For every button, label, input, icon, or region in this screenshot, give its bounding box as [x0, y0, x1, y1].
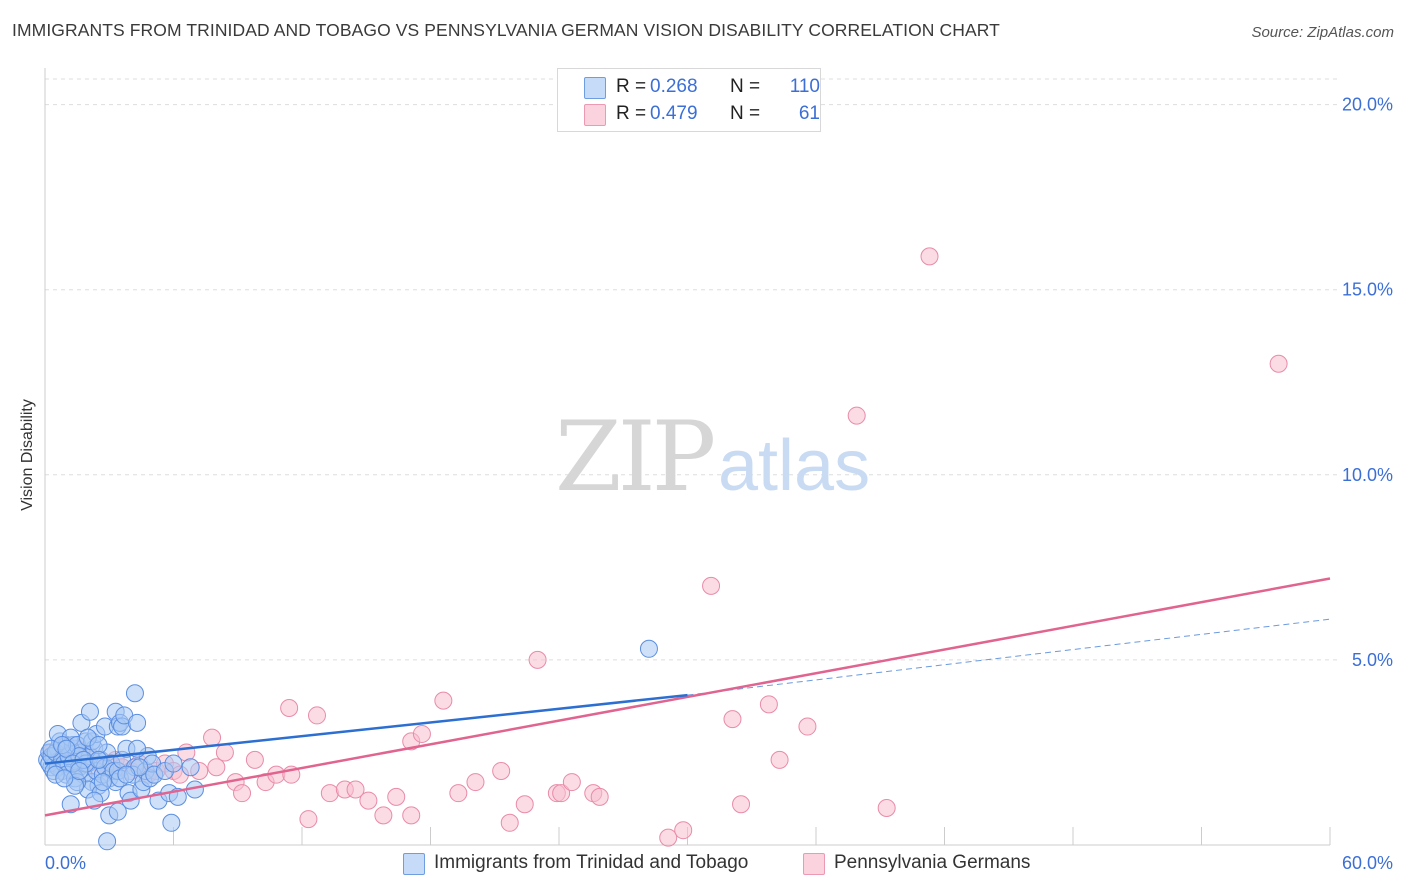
data-point-trinidad-tobago — [162, 813, 181, 832]
y-axis-label: Vision Disability — [19, 399, 36, 511]
data-point-pennsylvania-germans — [920, 247, 939, 266]
data-point-pennsylvania-germans — [412, 724, 431, 743]
data-point-trinidad-tobago — [55, 769, 74, 788]
data-point-pennsylvania-germans — [1269, 354, 1288, 373]
data-point-pennsylvania-germans — [346, 780, 365, 799]
data-point-trinidad-tobago — [61, 795, 80, 814]
data-point-pennsylvania-germans — [528, 650, 547, 669]
x-tick-label: 0.0% — [45, 853, 86, 873]
data-point-pennsylvania-germans — [307, 706, 326, 725]
data-point-pennsylvania-germans — [552, 784, 571, 803]
data-point-pennsylvania-germans — [759, 695, 778, 714]
data-point-pennsylvania-germans — [723, 710, 742, 729]
data-point-pennsylvania-germans — [500, 813, 519, 832]
y-tick-label: 20.0% — [1342, 95, 1393, 115]
y-tick-label: 10.0% — [1342, 465, 1393, 485]
y-tick-label: 5.0% — [1352, 650, 1393, 670]
data-point-pennsylvania-germans — [515, 795, 534, 814]
data-point-trinidad-tobago — [98, 832, 117, 851]
data-point-trinidad-tobago — [128, 713, 147, 732]
data-point-pennsylvania-germans — [203, 728, 222, 747]
data-point-trinidad-tobago — [125, 684, 144, 703]
data-point-trinidad-tobago — [117, 765, 136, 784]
data-point-pennsylvania-germans — [299, 810, 318, 829]
data-point-pennsylvania-germans — [207, 758, 226, 777]
data-point-pennsylvania-germans — [402, 806, 421, 825]
data-point-pennsylvania-germans — [732, 795, 751, 814]
trendline-blue — [44, 693, 688, 765]
data-point-pennsylvania-germans — [374, 806, 393, 825]
data-point-trinidad-tobago — [108, 802, 127, 821]
legend-n-label: N = — [730, 76, 761, 97]
data-point-pennsylvania-germans — [215, 743, 234, 762]
legend-swatch-blue — [584, 77, 606, 99]
data-point-trinidad-tobago — [164, 754, 183, 773]
data-point-trinidad-tobago — [93, 773, 112, 792]
data-point-pennsylvania-germans — [659, 828, 678, 847]
watermark-atlas: atlas — [718, 426, 870, 506]
data-point-pennsylvania-germans — [245, 750, 264, 769]
data-point-pennsylvania-germans — [320, 784, 339, 803]
x-tick-label: 60.0% — [1342, 853, 1393, 873]
data-point-pennsylvania-germans — [359, 791, 378, 810]
data-point-pennsylvania-germans — [280, 699, 299, 718]
legend-r-value: 0.268 — [650, 76, 698, 97]
correlation-legend: R = 0.268 N = 110 R = 0.479 N = 61 — [557, 68, 821, 132]
data-point-pennsylvania-germans — [492, 761, 511, 780]
data-point-pennsylvania-germans — [449, 784, 468, 803]
data-point-pennsylvania-germans — [387, 787, 406, 806]
legend-r-label: R = — [616, 103, 647, 124]
data-point-pennsylvania-germans — [798, 717, 817, 736]
legend-swatch-pink — [584, 104, 606, 126]
data-point-trinidad-tobago — [639, 639, 658, 658]
data-point-pennsylvania-germans — [674, 821, 693, 840]
data-point-pennsylvania-germans — [877, 798, 896, 817]
data-point-pennsylvania-germans — [434, 691, 453, 710]
series-name-blue: Immigrants from Trinidad and Tobago — [434, 852, 749, 873]
data-point-pennsylvania-germans — [466, 773, 485, 792]
legend-r-label: R = — [616, 76, 647, 97]
data-point-trinidad-tobago — [80, 702, 99, 721]
data-point-pennsylvania-germans — [847, 406, 866, 425]
series-swatch-pink — [803, 853, 825, 875]
legend-n-value: 61 — [798, 103, 820, 124]
data-point-trinidad-tobago — [57, 739, 76, 758]
watermark-zip: ZIP — [555, 401, 714, 513]
series-name-pink: Pennsylvania Germans — [834, 852, 1031, 873]
trendline-blue-extension — [687, 618, 1331, 696]
legend-n-value: 110 — [789, 76, 820, 97]
source-label: Source: ZipAtlas.com — [1251, 24, 1394, 41]
chart-title: IMMIGRANTS FROM TRINIDAD AND TOBAGO VS P… — [12, 20, 1000, 40]
series-swatch-blue — [403, 853, 425, 875]
legend-r-value: 0.479 — [650, 103, 698, 124]
data-point-pennsylvania-germans — [233, 784, 252, 803]
data-point-trinidad-tobago — [70, 761, 89, 780]
legend-n-label: N = — [730, 103, 761, 124]
data-point-trinidad-tobago — [181, 758, 200, 777]
data-point-pennsylvania-germans — [590, 787, 609, 806]
trendline-pink — [44, 577, 1331, 817]
data-point-pennsylvania-germans — [702, 576, 721, 595]
y-tick-label: 15.0% — [1342, 280, 1393, 300]
data-point-pennsylvania-germans — [562, 773, 581, 792]
data-point-pennsylvania-germans — [770, 750, 789, 769]
data-point-trinidad-tobago — [89, 750, 108, 769]
